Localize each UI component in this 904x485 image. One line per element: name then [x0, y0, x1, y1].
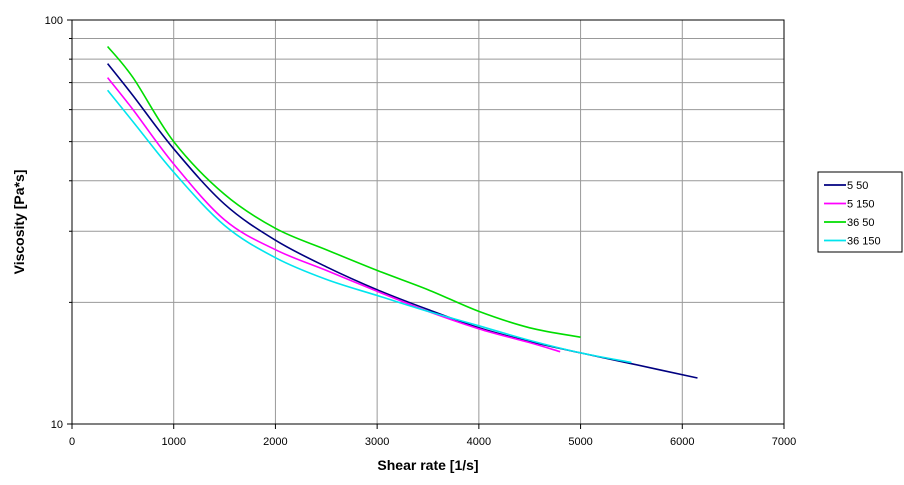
grid-lines: [71, 19, 785, 425]
legend-label-1: 5 50: [847, 180, 868, 192]
x-tick-label: 2000: [263, 436, 287, 448]
x-tick-label: 5000: [568, 436, 592, 448]
plot-area: [71, 19, 785, 425]
x-tick-label: 0: [69, 436, 75, 448]
series-line-3: [106, 45, 581, 338]
x-tick-label: 7000: [772, 436, 796, 448]
legend: 5 50 5 150 36 50 36 150: [817, 171, 903, 253]
x-tick-label: 4000: [467, 436, 491, 448]
series-line-4: [106, 89, 632, 364]
y-tick-label: 100: [45, 15, 63, 27]
y-tick-label: 10: [51, 419, 63, 431]
plot-border: [71, 19, 785, 425]
legend-label-3: 36 50: [847, 217, 875, 229]
x-tick-label: 3000: [365, 436, 389, 448]
legend-label-4: 36 150: [847, 236, 881, 248]
x-tick-label: 6000: [670, 436, 694, 448]
series-layer: [106, 45, 698, 379]
x-tick-label: 1000: [161, 436, 185, 448]
series-line-2: [106, 77, 561, 353]
legend-label-2: 5 150: [847, 199, 875, 211]
y-axis-label: Viscosity [Pa*s]: [11, 170, 27, 275]
x-axis-label: Shear rate [1/s]: [377, 457, 478, 473]
tick-labels: 0 1000 2000 3000 4000 5000 6000 7000 10 100: [45, 15, 797, 448]
